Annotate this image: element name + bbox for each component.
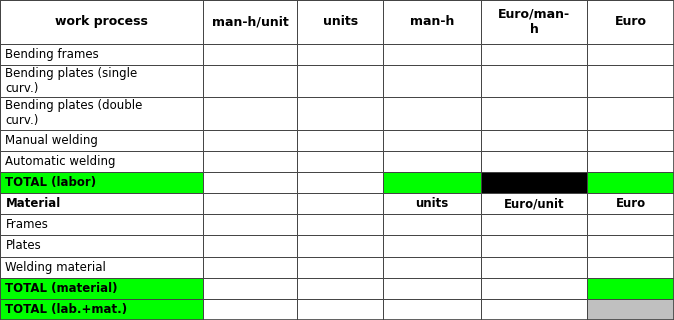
Bar <box>481 257 588 278</box>
Bar <box>297 278 384 299</box>
Bar <box>588 0 674 44</box>
Bar <box>297 214 384 236</box>
Bar <box>481 151 588 172</box>
Bar <box>0 193 204 214</box>
Bar <box>204 193 297 214</box>
Bar <box>384 130 481 151</box>
Bar <box>0 44 204 65</box>
Bar <box>297 0 384 44</box>
Text: Bending plates (single
curv.): Bending plates (single curv.) <box>5 67 137 95</box>
Bar <box>0 257 204 278</box>
Bar <box>297 236 384 257</box>
Bar <box>297 299 384 320</box>
Bar <box>204 0 297 44</box>
Bar <box>204 130 297 151</box>
Text: man-h: man-h <box>410 15 454 28</box>
Bar <box>204 172 297 193</box>
Bar <box>0 278 204 299</box>
Bar <box>297 193 384 214</box>
Bar <box>0 0 204 44</box>
Text: Euro: Euro <box>615 15 647 28</box>
Bar <box>297 130 384 151</box>
Bar <box>0 214 204 236</box>
Text: Bending plates (double
curv.): Bending plates (double curv.) <box>5 100 143 127</box>
Bar <box>588 214 674 236</box>
Text: TOTAL (labor): TOTAL (labor) <box>5 176 96 189</box>
Bar <box>204 299 297 320</box>
Bar <box>0 236 204 257</box>
Bar <box>0 151 204 172</box>
Text: units: units <box>416 197 449 210</box>
Bar <box>384 151 481 172</box>
Text: Manual welding: Manual welding <box>5 134 98 147</box>
Text: TOTAL (material): TOTAL (material) <box>5 282 118 295</box>
Bar <box>481 299 588 320</box>
Bar <box>297 257 384 278</box>
Bar <box>481 44 588 65</box>
Bar <box>384 172 481 193</box>
Bar <box>588 278 674 299</box>
Bar <box>588 97 674 130</box>
Bar <box>204 236 297 257</box>
Bar <box>588 130 674 151</box>
Bar <box>481 278 588 299</box>
Text: work process: work process <box>55 15 148 28</box>
Bar <box>297 151 384 172</box>
Bar <box>204 151 297 172</box>
Bar <box>0 65 204 97</box>
Bar <box>384 257 481 278</box>
Text: Bending frames: Bending frames <box>5 48 99 61</box>
Bar <box>384 0 481 44</box>
Bar <box>588 193 674 214</box>
Bar <box>204 278 297 299</box>
Bar <box>481 0 588 44</box>
Bar <box>0 130 204 151</box>
Bar <box>204 97 297 130</box>
Bar <box>384 97 481 130</box>
Bar <box>481 236 588 257</box>
Text: Automatic welding: Automatic welding <box>5 155 116 168</box>
Bar <box>481 172 588 193</box>
Bar <box>0 172 204 193</box>
Text: Material: Material <box>5 197 61 210</box>
Bar <box>384 278 481 299</box>
Bar <box>0 97 204 130</box>
Bar <box>204 65 297 97</box>
Bar <box>384 193 481 214</box>
Bar <box>384 236 481 257</box>
Bar <box>384 65 481 97</box>
Bar <box>481 97 588 130</box>
Bar <box>481 193 588 214</box>
Bar <box>588 299 674 320</box>
Bar <box>481 130 588 151</box>
Bar <box>204 257 297 278</box>
Bar <box>588 257 674 278</box>
Bar <box>481 214 588 236</box>
Bar <box>384 299 481 320</box>
Bar <box>297 44 384 65</box>
Bar <box>297 172 384 193</box>
Bar <box>588 172 674 193</box>
Bar <box>0 299 204 320</box>
Text: Welding material: Welding material <box>5 260 106 274</box>
Text: TOTAL (lab.+mat.): TOTAL (lab.+mat.) <box>5 303 127 316</box>
Bar <box>204 44 297 65</box>
Bar <box>384 214 481 236</box>
Text: Euro: Euro <box>615 197 646 210</box>
Bar <box>481 65 588 97</box>
Text: units: units <box>323 15 358 28</box>
Text: man-h/unit: man-h/unit <box>212 15 288 28</box>
Text: Euro/unit: Euro/unit <box>504 197 564 210</box>
Bar <box>297 97 384 130</box>
Bar <box>588 236 674 257</box>
Bar <box>384 44 481 65</box>
Text: Plates: Plates <box>5 239 41 252</box>
Bar <box>588 65 674 97</box>
Text: Frames: Frames <box>5 218 49 231</box>
Bar <box>588 151 674 172</box>
Bar <box>588 44 674 65</box>
Bar <box>297 65 384 97</box>
Text: Euro/man-
h: Euro/man- h <box>498 8 570 36</box>
Bar <box>204 214 297 236</box>
